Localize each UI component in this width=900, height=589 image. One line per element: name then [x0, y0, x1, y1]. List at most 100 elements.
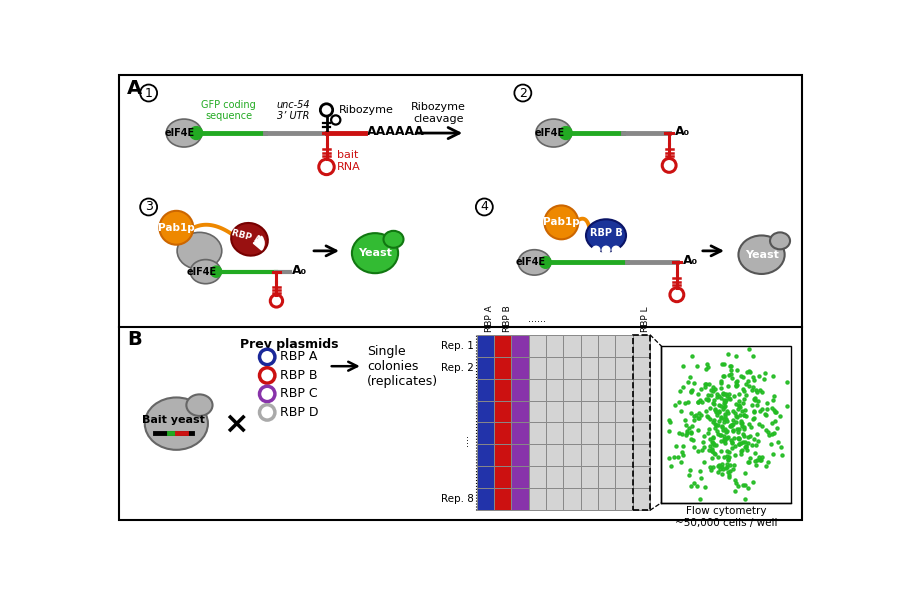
Point: [729, 365, 743, 375]
Point: [734, 421, 749, 431]
Bar: [598, 379, 616, 401]
Point: [690, 446, 705, 456]
Point: [698, 406, 713, 415]
Text: RBP A: RBP A: [485, 306, 494, 332]
Point: [732, 439, 746, 449]
Bar: [563, 466, 580, 488]
Point: [691, 413, 706, 422]
Point: [739, 441, 753, 451]
Point: [712, 401, 726, 410]
Point: [748, 448, 762, 458]
Bar: [477, 379, 494, 401]
Point: [725, 426, 740, 436]
Bar: [494, 335, 511, 356]
Point: [766, 449, 780, 458]
Bar: [511, 356, 528, 379]
Point: [732, 400, 746, 409]
Point: [750, 385, 764, 395]
Point: [714, 436, 728, 445]
Point: [708, 441, 723, 450]
Point: [662, 417, 677, 426]
Point: [760, 405, 774, 414]
Wedge shape: [254, 236, 264, 250]
Point: [714, 376, 728, 386]
Point: [669, 441, 683, 451]
Text: 3: 3: [145, 200, 153, 213]
Point: [752, 371, 766, 380]
Point: [728, 451, 742, 460]
Bar: [494, 422, 511, 445]
Point: [746, 408, 760, 417]
Point: [739, 442, 753, 452]
Point: [717, 399, 732, 408]
Point: [680, 431, 694, 440]
Point: [726, 425, 741, 435]
Point: [737, 411, 751, 420]
Point: [767, 406, 781, 415]
Point: [752, 419, 766, 429]
Point: [737, 422, 751, 431]
Point: [699, 364, 714, 373]
Point: [734, 371, 749, 380]
Point: [672, 428, 687, 438]
Bar: [633, 422, 650, 445]
Point: [737, 424, 751, 434]
Point: [702, 424, 716, 434]
Point: [735, 438, 750, 447]
Point: [719, 427, 733, 436]
Point: [747, 406, 761, 416]
Point: [692, 495, 706, 504]
Bar: [616, 335, 633, 356]
Point: [682, 423, 697, 432]
Point: [739, 391, 753, 400]
Point: [718, 412, 733, 421]
Text: A₀: A₀: [292, 264, 307, 277]
Point: [751, 396, 765, 406]
Point: [722, 447, 736, 456]
Text: Flow cytometry
~50,000 cells / well: Flow cytometry ~50,000 cells / well: [675, 507, 778, 528]
Point: [725, 415, 740, 425]
Point: [747, 413, 761, 422]
Point: [768, 416, 782, 426]
Point: [717, 418, 732, 427]
Bar: [528, 335, 546, 356]
Point: [750, 455, 764, 465]
Point: [718, 439, 733, 448]
Point: [702, 403, 716, 413]
Point: [695, 398, 709, 407]
Bar: [598, 401, 616, 422]
Point: [715, 462, 729, 471]
Point: [709, 421, 724, 430]
Point: [703, 414, 717, 423]
Text: ....: ....: [461, 434, 471, 446]
Bar: [598, 466, 616, 488]
Point: [716, 421, 730, 431]
Bar: [580, 445, 598, 466]
Point: [755, 388, 770, 397]
Point: [721, 409, 735, 418]
Ellipse shape: [352, 233, 398, 273]
Point: [728, 442, 742, 451]
Point: [705, 444, 719, 454]
Text: B: B: [127, 330, 142, 349]
Point: [702, 445, 716, 455]
Point: [687, 378, 701, 388]
Point: [775, 450, 789, 459]
Point: [720, 406, 734, 415]
Bar: [546, 356, 563, 379]
Point: [758, 368, 772, 378]
Point: [759, 461, 773, 471]
Bar: [616, 466, 633, 488]
Point: [678, 416, 692, 425]
Bar: [580, 335, 598, 356]
Point: [752, 455, 767, 465]
Point: [705, 437, 719, 446]
Point: [738, 442, 752, 452]
Point: [698, 482, 713, 492]
Point: [700, 428, 715, 438]
Point: [713, 461, 727, 470]
Point: [706, 395, 721, 405]
Bar: [616, 379, 633, 401]
Point: [742, 457, 756, 466]
Bar: [494, 401, 511, 422]
